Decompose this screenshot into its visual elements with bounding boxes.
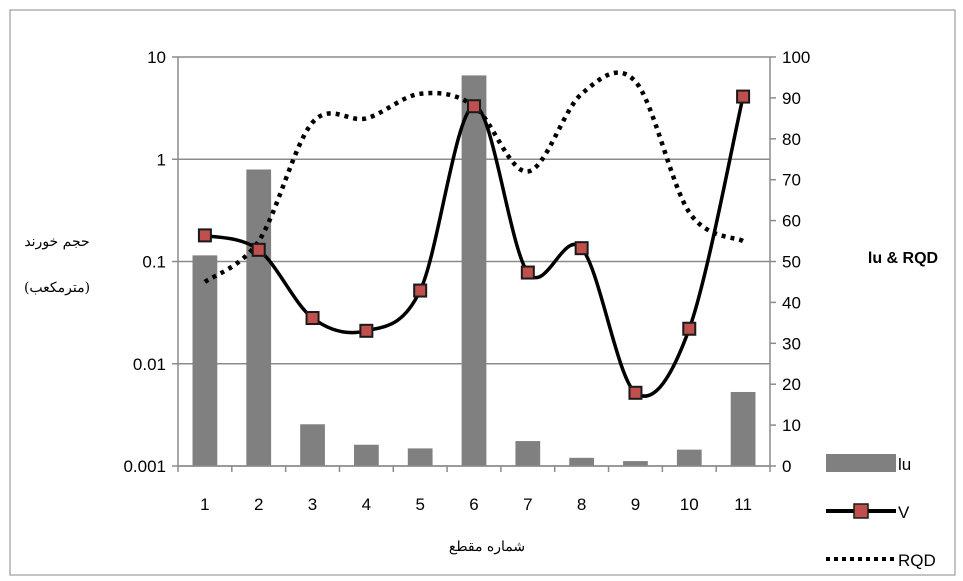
lu-bar: [676, 449, 702, 466]
legend: lu V RQD: [826, 454, 936, 570]
y-left-tick-label: 10: [147, 48, 166, 67]
lu-bar: [461, 75, 487, 466]
v-marker: [520, 265, 535, 280]
x-tick-label: 11: [734, 495, 752, 514]
lu-bars: [192, 75, 756, 466]
lu-bar: [623, 461, 648, 466]
v-marker: [682, 321, 697, 336]
v-marker: [628, 385, 643, 400]
v-marker: [251, 242, 266, 257]
legend-v-marker: [853, 503, 869, 519]
y-right-tick-label: 30: [782, 334, 801, 353]
y-right-tick-label: 10: [782, 416, 801, 435]
lu-bar: [192, 255, 218, 466]
x-tick-label: 8: [577, 495, 586, 514]
y-right-tick-label: 80: [782, 130, 801, 149]
lu-bar: [515, 441, 541, 466]
v-marker: [467, 99, 481, 114]
lu-bar: [353, 444, 379, 466]
x-tick-label: 6: [469, 495, 478, 514]
y-right-tick-label: 100: [782, 48, 810, 67]
x-tick-label: 10: [680, 495, 699, 514]
x-tick-label: 3: [308, 495, 317, 514]
y-right-tick-label: 70: [782, 171, 801, 190]
y-right-tick-label: 0: [782, 457, 791, 476]
y-right-tick-label: 20: [782, 375, 801, 394]
y-right-axis-title: lu & RQD: [868, 250, 938, 267]
v-marker: [413, 283, 428, 298]
lu-bar: [300, 424, 325, 466]
y-right-tick-label: 40: [782, 293, 801, 312]
legend-v-label: V: [898, 503, 910, 522]
y-left-axis-title-line2: (مترمکعب): [24, 280, 90, 296]
x-tick-label: 2: [254, 495, 263, 514]
legend-rqd-label: RQD: [898, 551, 936, 570]
x-tick-label: 4: [362, 495, 371, 514]
legend-lu-swatch: [826, 454, 896, 472]
y-left-tick-label: 0.01: [133, 355, 166, 374]
lu-bar: [407, 448, 433, 466]
y-left-tick-label: 1: [157, 150, 166, 169]
lu-bar: [569, 457, 595, 466]
lu-bar: [246, 169, 272, 466]
y-left-tick-label: 0.001: [123, 457, 166, 476]
x-tick-label: 9: [631, 495, 640, 514]
axes: [172, 56, 776, 472]
lu-bar: [730, 391, 756, 466]
legend-lu-label: lu: [898, 455, 911, 474]
y-right-tick-label: 90: [782, 89, 801, 108]
v-series: [197, 89, 751, 400]
v-marker: [574, 241, 589, 256]
v-marker: [359, 323, 374, 338]
y-right-tick-label: 50: [782, 253, 801, 272]
v-marker: [305, 311, 320, 326]
x-tick-label: 1: [200, 495, 209, 514]
y-left-axis-title-line1: حجم خورند: [24, 234, 89, 250]
v-marker: [197, 228, 212, 243]
x-axis-title: شماره مقطع: [449, 539, 525, 555]
v-marker: [736, 89, 751, 104]
x-tick-label: 5: [415, 495, 424, 514]
x-tick-label: 7: [523, 495, 532, 514]
y-right-tick-label: 60: [782, 212, 801, 231]
y-left-tick-label: 0.1: [142, 253, 166, 272]
